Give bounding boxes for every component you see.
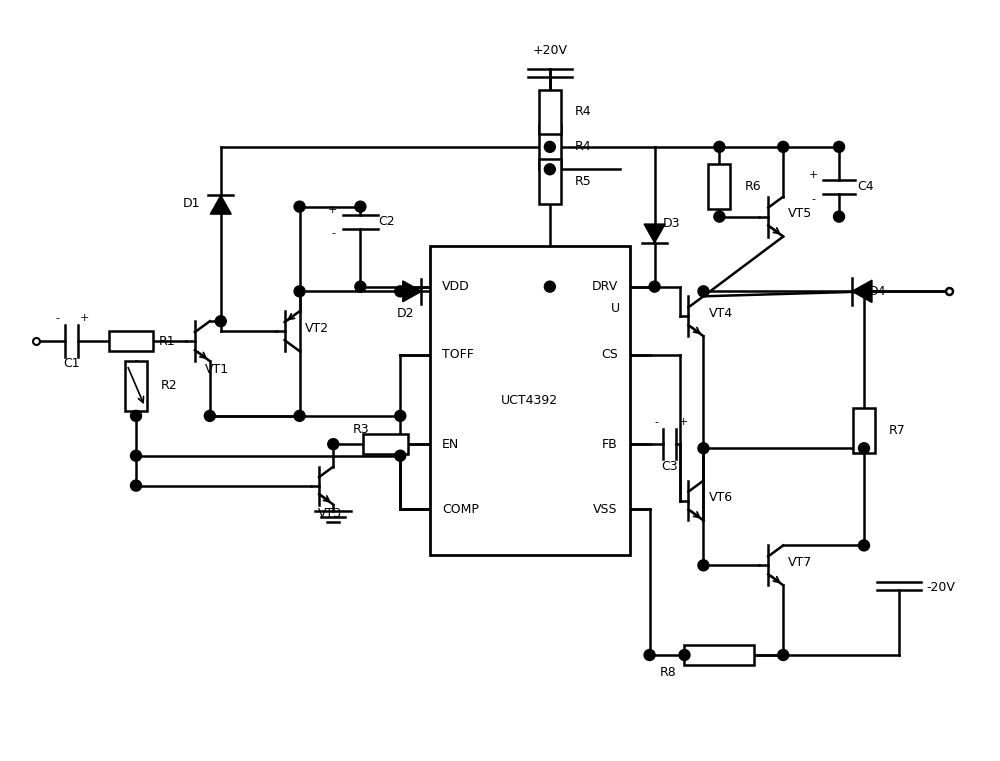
- Text: UCT4392: UCT4392: [501, 394, 558, 407]
- Circle shape: [355, 281, 366, 292]
- Text: CS: CS: [601, 348, 618, 361]
- Text: VSS: VSS: [593, 502, 618, 515]
- Circle shape: [644, 650, 655, 661]
- Circle shape: [355, 201, 366, 212]
- Text: -: -: [331, 228, 335, 238]
- Polygon shape: [403, 281, 421, 302]
- Text: C3: C3: [661, 460, 678, 473]
- Circle shape: [859, 540, 869, 551]
- Bar: [430, 247, 630, 556]
- Circle shape: [778, 650, 789, 661]
- Text: R2: R2: [161, 380, 178, 393]
- Circle shape: [649, 281, 660, 292]
- Circle shape: [395, 451, 406, 461]
- Text: FB: FB: [602, 438, 618, 451]
- Text: +: +: [808, 170, 818, 180]
- Bar: [363, 435, 408, 454]
- Bar: [708, 164, 730, 209]
- Text: -: -: [654, 417, 658, 427]
- Circle shape: [395, 410, 406, 422]
- Text: DRV: DRV: [591, 280, 618, 293]
- Polygon shape: [852, 280, 872, 302]
- Text: +: +: [328, 205, 338, 215]
- Text: VT3: VT3: [318, 507, 342, 520]
- Circle shape: [131, 480, 141, 491]
- Circle shape: [834, 142, 845, 152]
- Text: +: +: [80, 314, 89, 323]
- Circle shape: [131, 410, 141, 422]
- Circle shape: [698, 560, 709, 571]
- Circle shape: [294, 286, 305, 297]
- Circle shape: [679, 650, 690, 661]
- Polygon shape: [210, 196, 231, 214]
- Text: COMP: COMP: [442, 502, 479, 515]
- Circle shape: [294, 201, 305, 212]
- Circle shape: [544, 164, 555, 175]
- Circle shape: [215, 316, 226, 326]
- Circle shape: [395, 286, 406, 297]
- Text: R7: R7: [889, 425, 906, 438]
- Text: VT2: VT2: [305, 322, 329, 335]
- Circle shape: [328, 438, 339, 450]
- Bar: [539, 159, 561, 204]
- Text: -20V: -20V: [927, 581, 956, 594]
- Text: D3: D3: [663, 217, 680, 230]
- Circle shape: [544, 281, 555, 292]
- Polygon shape: [644, 224, 665, 243]
- Text: +20V: +20V: [532, 44, 567, 57]
- Text: D1: D1: [183, 197, 200, 210]
- Text: C2: C2: [378, 215, 395, 228]
- Bar: [539, 90, 561, 135]
- Circle shape: [859, 443, 869, 454]
- Text: R1: R1: [158, 335, 175, 348]
- Text: VT7: VT7: [788, 556, 812, 568]
- Text: VT1: VT1: [205, 362, 229, 375]
- Text: R8: R8: [660, 667, 676, 680]
- Text: R4: R4: [575, 106, 591, 119]
- Circle shape: [698, 286, 709, 297]
- Circle shape: [294, 410, 305, 422]
- Text: U: U: [611, 302, 620, 315]
- Circle shape: [698, 443, 709, 454]
- Text: R6: R6: [744, 180, 761, 193]
- Text: TOFF: TOFF: [442, 348, 474, 361]
- Text: VT5: VT5: [788, 207, 812, 220]
- Circle shape: [544, 142, 555, 152]
- Text: VT6: VT6: [708, 491, 733, 504]
- Bar: [853, 409, 875, 454]
- Circle shape: [778, 142, 789, 152]
- Text: D4: D4: [869, 285, 886, 298]
- Circle shape: [714, 142, 725, 152]
- Text: R5: R5: [575, 175, 592, 188]
- Circle shape: [204, 410, 215, 422]
- Circle shape: [714, 211, 725, 222]
- Text: EN: EN: [442, 438, 459, 451]
- Text: -: -: [56, 314, 60, 323]
- Circle shape: [834, 211, 845, 222]
- Text: D2: D2: [397, 307, 414, 320]
- Circle shape: [859, 286, 869, 297]
- Text: +: +: [678, 417, 688, 427]
- Text: C4: C4: [857, 180, 874, 193]
- Text: -: -: [811, 193, 815, 204]
- Text: C1: C1: [63, 357, 80, 370]
- Bar: [684, 645, 754, 665]
- Circle shape: [131, 451, 141, 461]
- Bar: [109, 331, 153, 351]
- Text: VDD: VDD: [442, 280, 470, 293]
- Text: VT4: VT4: [708, 307, 733, 320]
- Bar: [125, 361, 147, 411]
- Bar: [539, 125, 561, 169]
- Text: R3: R3: [353, 422, 370, 436]
- Text: R4: R4: [575, 140, 591, 154]
